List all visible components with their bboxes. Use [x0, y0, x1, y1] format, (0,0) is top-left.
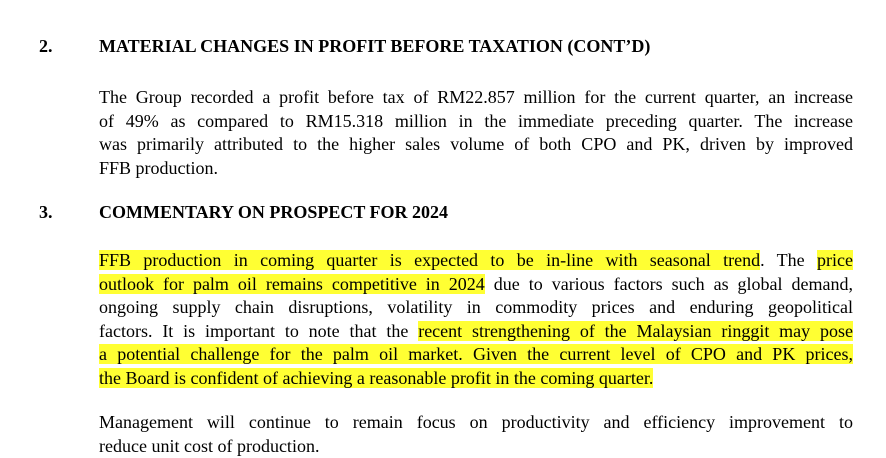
section-3-p1-line-3: ongoing supply chain disruptions, volati… [99, 297, 853, 317]
section-2-line-1: The Group recorded a profit before tax o… [99, 87, 853, 107]
section-2-line-2: of 49% as compared to RM15.318 million i… [99, 110, 853, 131]
section-2-line-4: FFB production. [99, 157, 219, 178]
highlight: FFB production in coming quarter is expe… [99, 250, 761, 270]
highlight: the Board is confident of achieving a re… [99, 367, 654, 388]
section-2-line-3: was primarily attributed to the higher s… [99, 134, 853, 154]
section-3-p1-line-5: a potential challenge for the palm oil m… [99, 343, 853, 367]
section-3-paragraph-1: FFB production in coming quarter is expe… [99, 249, 854, 391]
section-3-p1-line-2: outlook for palm oil remains competitive… [99, 273, 853, 297]
highlight: recent strengthening of the Malaysian ri… [418, 320, 854, 341]
section-3-paragraph-2: Management will continue to remain focus… [99, 411, 853, 458]
highlight: outlook for palm oil remains competitive… [99, 273, 485, 294]
section-3-p1-line-6: the Board is confident of achieving a re… [99, 367, 853, 391]
section-3-title: COMMENTARY ON PROSPECT FOR 2024 [99, 202, 449, 222]
text-run: factors. It is important to note that th… [99, 320, 419, 341]
section-3-p1-line-1: FFB production in coming quarter is expe… [99, 249, 853, 273]
section-2-paragraph: The Group recorded a profit before tax o… [99, 86, 853, 180]
section-3-p2-line-1: Management will continue to remain focus… [99, 412, 853, 432]
section-2-number: 2. [39, 36, 53, 56]
section-2-title: MATERIAL CHANGES IN PROFIT BEFORE TAXATI… [99, 36, 651, 56]
section-3-p2-line-2: reduce unit cost of production. [99, 435, 320, 456]
text-run: due to various factors such as global de… [484, 273, 854, 294]
section-3-p1-line-4: factors. It is important to note that th… [99, 320, 854, 344]
text-run: . The [760, 250, 817, 270]
highlight: price [817, 250, 853, 270]
section-3-number: 3. [39, 202, 53, 222]
highlight: a potential challenge for the palm oil m… [99, 344, 853, 364]
